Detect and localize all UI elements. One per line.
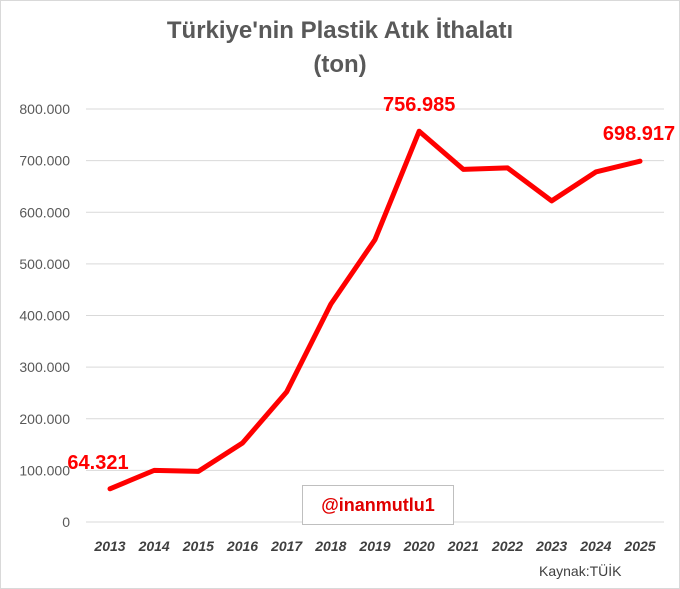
chart-title-text: Türkiye'nin Plastik Atık İthalatı [166,17,514,44]
y-tick-label: 600.000 [19,204,70,220]
x-tick-label: 2014 [138,538,170,554]
watermark-box: @inanmutlu1 [302,485,454,525]
y-tick-label: 100.000 [19,462,70,478]
x-tick-label: 2021 [447,538,479,554]
y-tick-label: 700.000 [19,153,70,169]
y-tick-label: 500.000 [19,256,70,272]
x-tick-label: 2025 [623,538,655,554]
x-tick-label: 2020 [403,538,435,554]
data-label: 756.985 [383,94,455,116]
chart-subtitle-text: (ton) [313,51,367,78]
y-tick-label: 200.000 [19,411,70,427]
x-tick-label: 2013 [93,538,125,554]
y-tick-label: 0 [62,514,70,530]
data-labels: 64.321 756.985 698.917 [67,94,675,474]
data-label: 64.321 [67,452,128,474]
series-layer [107,128,643,492]
y-axis-ticks: 0 100.000 200.000 300.000 400.000 500.000 600.… [19,101,70,530]
x-tick-label: 2016 [226,538,258,554]
series-line [107,128,643,492]
x-tick-label: 2022 [491,538,523,554]
gridlines [86,108,664,523]
source-note: Kaynak:TÜİK [539,563,622,579]
x-tick-label: 2019 [358,538,390,554]
data-label: 698.917 [603,123,675,145]
x-tick-label: 2017 [270,538,303,554]
watermark-text: @inanmutlu1 [321,494,435,515]
x-axis-ticks: 2013 2014 2015 2016 2017 2018 2019 2020 2021 2022… [93,538,655,554]
x-tick-label: 2023 [535,538,567,554]
y-tick-label: 300.000 [19,359,70,375]
x-tick-label: 2024 [579,538,611,554]
chart-title: Türkiye'nin Plastik Atık İthalatı (ton) [0,14,680,82]
y-tick-label: 400.000 [19,308,70,324]
y-tick-label: 800.000 [19,101,70,117]
x-tick-label: 2015 [182,538,214,554]
x-tick-label: 2018 [314,538,346,554]
